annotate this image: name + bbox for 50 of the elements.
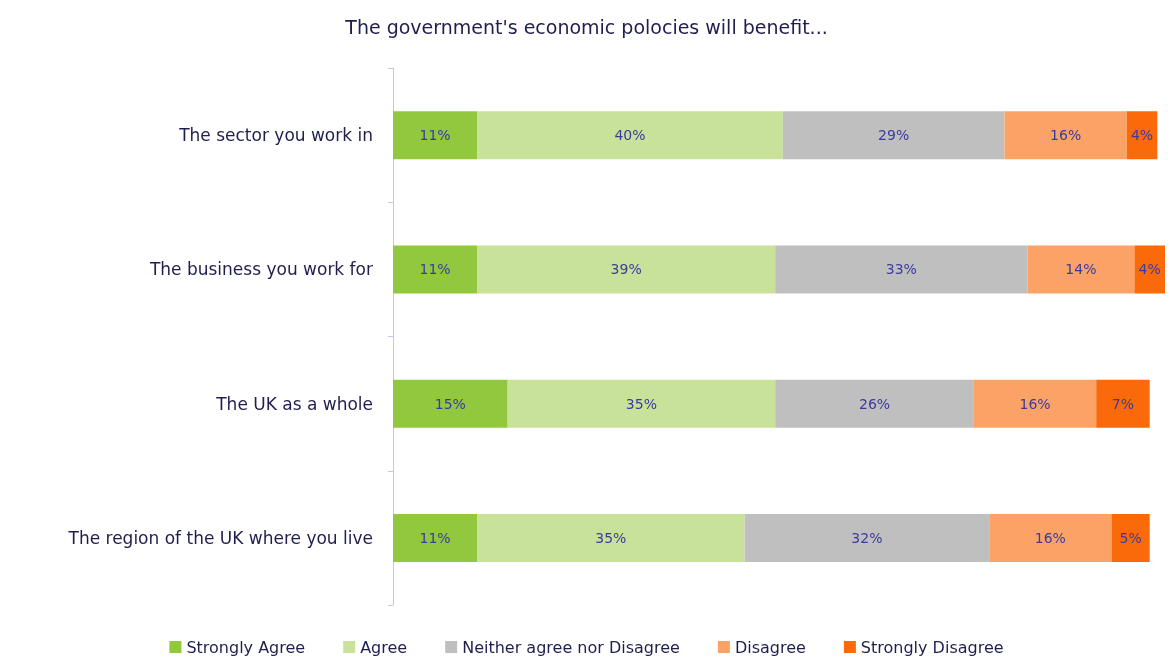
bar — [393, 245, 478, 294]
data-label: 4% — [1138, 261, 1161, 278]
bar — [1134, 245, 1165, 294]
data-label: 39% — [610, 261, 642, 278]
chart-title: The government's economic polocies will benefit... — [344, 15, 828, 38]
bar — [393, 513, 478, 562]
data-label: 11% — [419, 529, 451, 546]
bar — [775, 245, 1028, 294]
data-label: 32% — [851, 529, 883, 546]
legend-label: Strongly Agree — [186, 637, 306, 657]
y-tick-label: The sector you work in — [178, 125, 373, 146]
data-label: 16% — [1019, 395, 1051, 412]
y-tick-label: The region of the UK where you live — [67, 527, 373, 548]
legend-label: Neither agree nor Disagree — [462, 637, 680, 657]
data-label: 35% — [595, 529, 627, 546]
data-label: 5% — [1119, 529, 1142, 546]
bar — [973, 379, 1097, 428]
data-label: 15% — [434, 395, 466, 412]
bar — [477, 111, 783, 160]
bar — [477, 245, 776, 294]
legend-label: Disagree — [734, 637, 806, 657]
legend-label: Agree — [360, 637, 408, 657]
data-label: 29% — [878, 127, 910, 144]
bar — [1027, 245, 1135, 294]
data-label: 11% — [419, 261, 451, 278]
data-label: 7% — [1111, 395, 1135, 412]
bar — [1004, 111, 1127, 160]
bar — [775, 379, 974, 428]
bar — [989, 513, 1112, 562]
bar — [477, 513, 745, 562]
data-label: 33% — [885, 261, 917, 278]
data-label: 14% — [1065, 261, 1097, 278]
data-label: 16% — [1050, 127, 1082, 144]
bar — [782, 111, 1005, 160]
bar — [507, 379, 776, 428]
bar — [393, 111, 478, 160]
bar — [1111, 513, 1150, 562]
data-label: 26% — [858, 395, 891, 412]
data-label: 4% — [1130, 127, 1154, 144]
bar — [744, 513, 990, 562]
data-label: 16% — [1034, 529, 1066, 546]
data-label: 11% — [419, 127, 451, 144]
data-label: 40% — [614, 127, 646, 144]
bar — [1096, 379, 1150, 428]
bar — [1126, 111, 1158, 160]
legend-label: Strongly Disagree — [860, 637, 1004, 657]
bar — [393, 379, 508, 428]
data-label: 35% — [625, 395, 657, 412]
y-tick-label: The business you work for — [148, 259, 374, 280]
y-tick-label: The UK as a whole — [215, 393, 373, 414]
